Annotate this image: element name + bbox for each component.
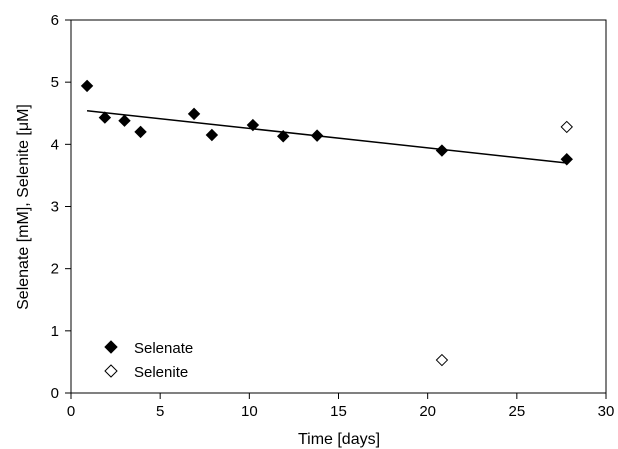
legend: Selenate Selenite xyxy=(104,340,193,381)
data-point-selenate xyxy=(560,153,573,166)
y-tick-label: 3 xyxy=(51,199,59,216)
data-point-selenate xyxy=(187,107,201,121)
data-point-selenate xyxy=(98,111,112,124)
x-tick-label: 10 xyxy=(241,403,258,420)
data-point-selenite xyxy=(560,120,573,134)
plot-area xyxy=(70,19,607,394)
legend-marker-selenate xyxy=(104,340,118,354)
data-marks xyxy=(80,79,573,367)
x-tick-label: 30 xyxy=(598,403,615,420)
data-point-selenate xyxy=(435,144,449,157)
data-point-selenate xyxy=(310,129,324,142)
y-tick-label: 5 xyxy=(51,74,59,91)
data-point-selenate xyxy=(205,128,219,142)
x-tick-label: 0 xyxy=(67,403,75,420)
y-tick-label: 2 xyxy=(51,261,59,278)
data-point-selenate xyxy=(134,125,147,139)
data-point-selenate xyxy=(246,118,260,132)
data-point-selenate xyxy=(118,114,131,127)
x-tick-label: 20 xyxy=(419,403,436,420)
legend-label-selenite: Selenite xyxy=(134,364,188,381)
y-tick-label: 0 xyxy=(51,385,59,402)
legend-label-selenate: Selenate xyxy=(134,340,193,357)
x-tick-label: 5 xyxy=(156,403,164,420)
y-tick-label: 6 xyxy=(51,12,59,29)
x-tick-label: 25 xyxy=(508,403,525,420)
data-point-selenite xyxy=(435,353,449,367)
data-point-selenate xyxy=(80,79,94,93)
data-point-selenate xyxy=(277,130,290,143)
trendline-selenate xyxy=(86,110,567,164)
axes: 0 5 10 15 20 25 30 0 1 2 3 4 5 6 xyxy=(51,12,615,420)
y-tick-label: 4 xyxy=(51,136,59,153)
x-axis-label: Time [days] xyxy=(298,431,380,448)
plot-frame xyxy=(70,19,607,394)
x-tick-label: 15 xyxy=(330,403,347,420)
y-tick-label: 1 xyxy=(51,323,59,340)
y-axis-label: Selenate [mM], Selenite [μM] xyxy=(15,104,32,310)
legend-marker-selenite xyxy=(104,364,118,378)
